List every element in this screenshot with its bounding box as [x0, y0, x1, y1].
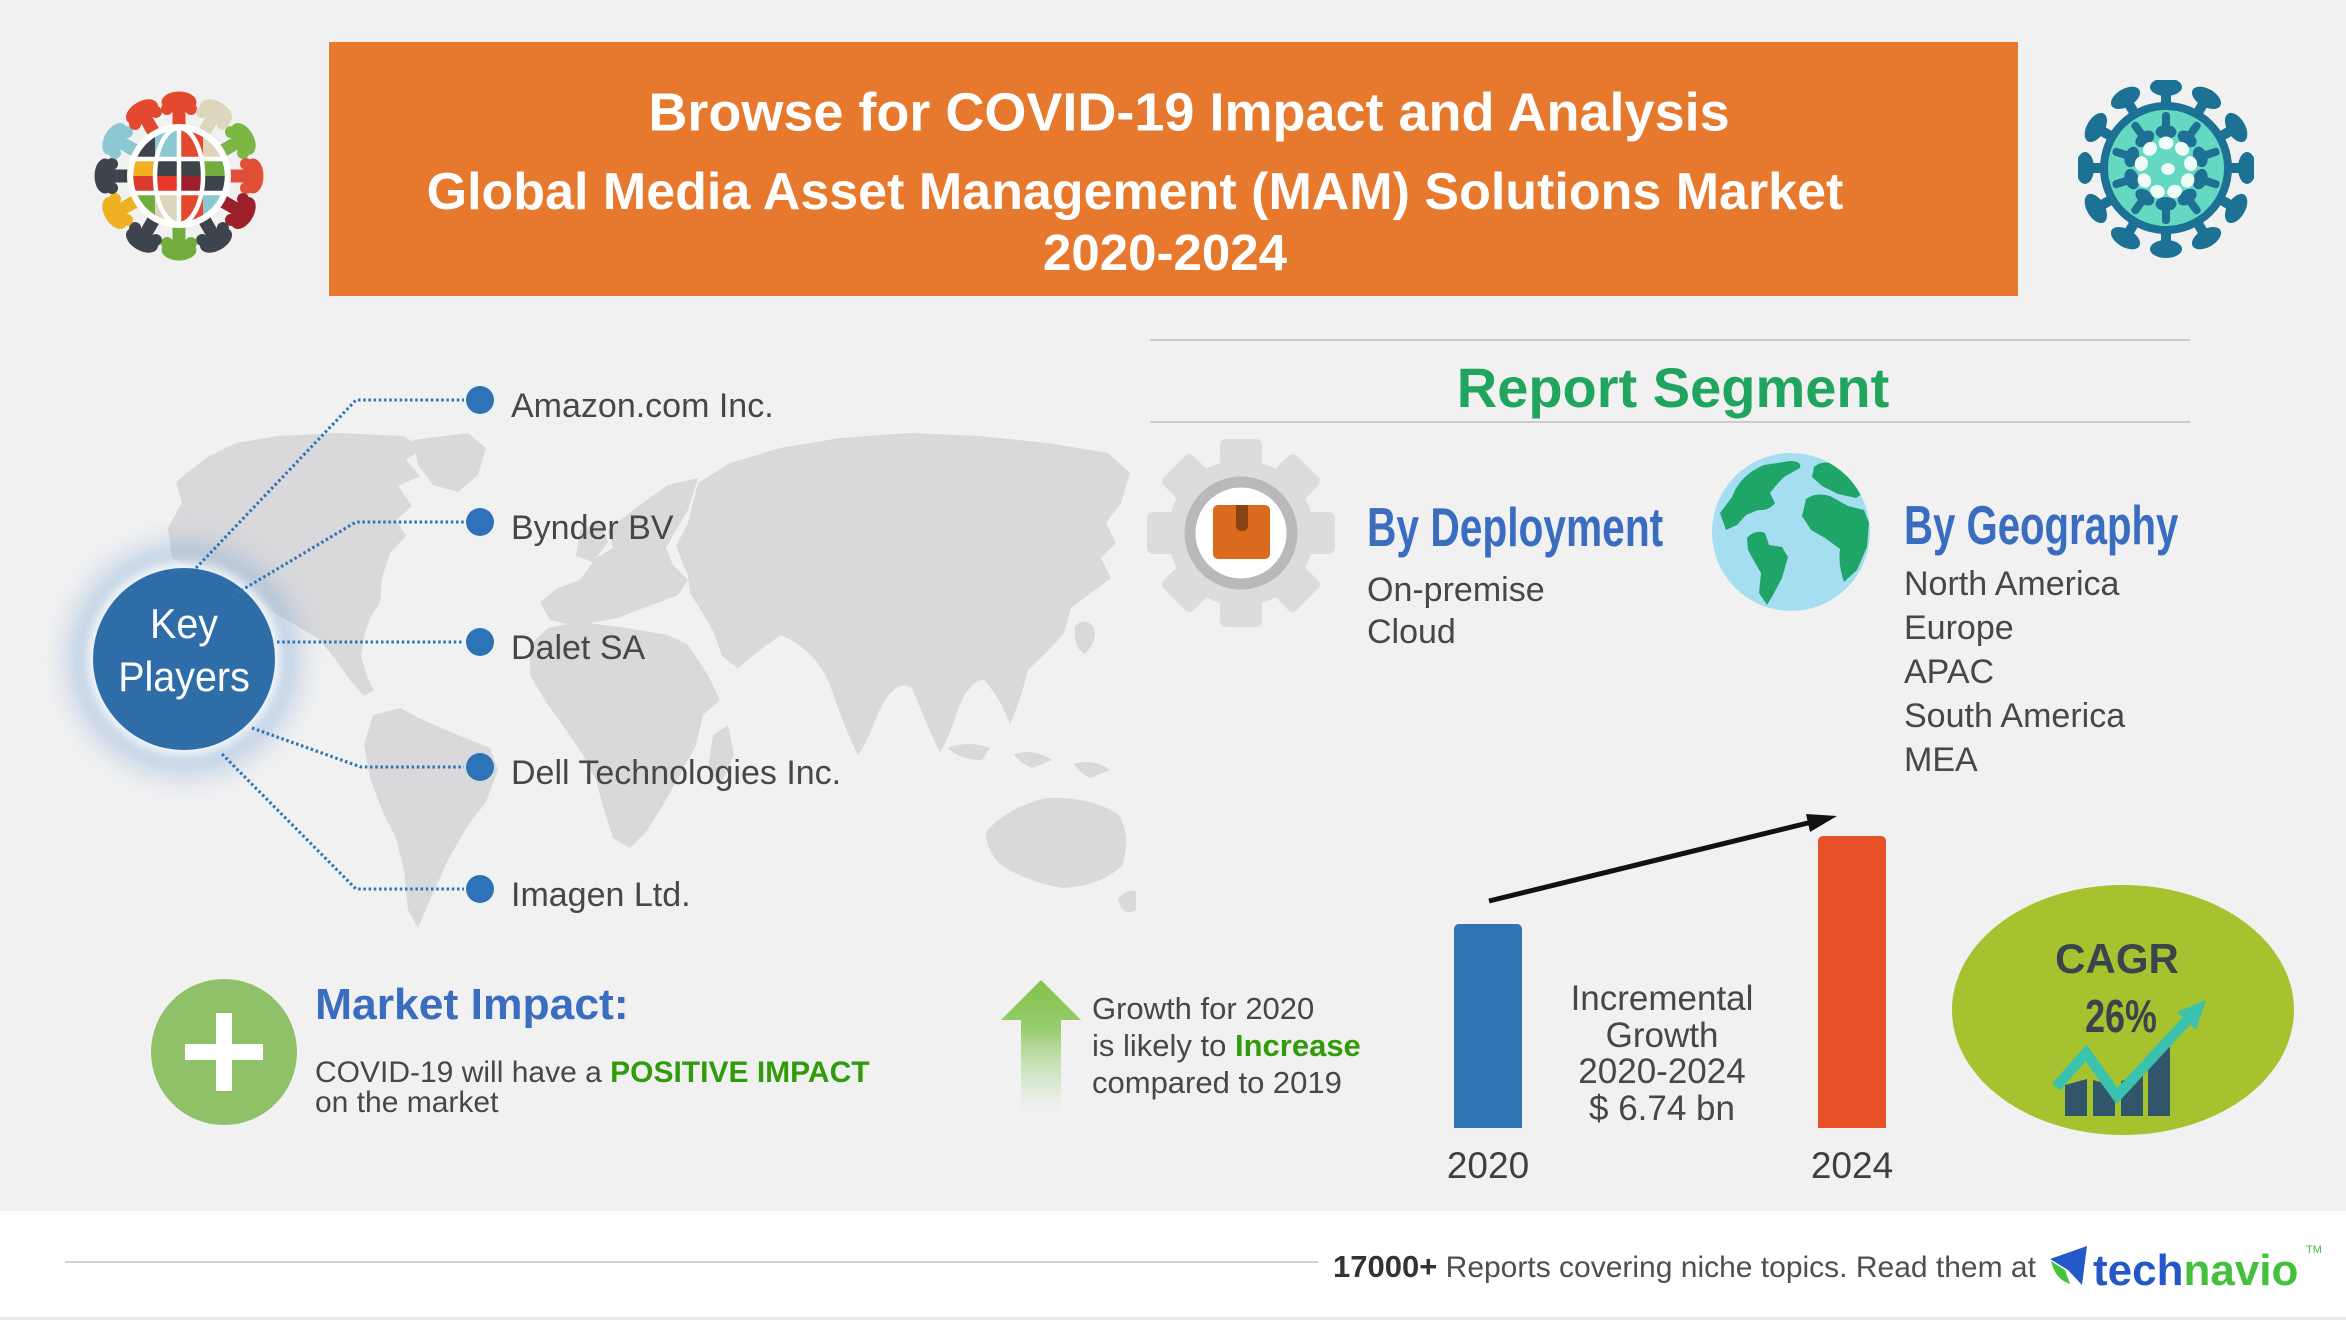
svg-text:MEA: MEA	[1904, 741, 1978, 779]
svg-text:COVID-19 will have a POSITIVE: COVID-19 will have a POSITIVE IMPACT	[315, 1056, 870, 1089]
svg-text:2020-2024: 2020-2024	[1578, 1052, 1745, 1091]
svg-text:$ 6.74 bn: $ 6.74 bn	[1589, 1089, 1735, 1128]
svg-text:is likely to Increase: is likely to Increase	[1092, 1028, 1361, 1063]
svg-text:2020: 2020	[1447, 1145, 1529, 1186]
svg-text:By Geography: By Geography	[1904, 495, 2179, 557]
svg-text:Browse for COVID-19 Impact and: Browse for COVID-19 Impact and Analysis	[648, 83, 1729, 143]
svg-text:2020-2024: 2020-2024	[1043, 224, 1288, 281]
svg-text:Global Media Asset Management: Global Media Asset Management (MAM) Solu…	[427, 163, 1844, 221]
svg-text:Players: Players	[118, 653, 250, 700]
svg-text:South America: South America	[1904, 697, 2125, 735]
svg-text:Growth: Growth	[1606, 1016, 1719, 1055]
svg-text:Report Segment: Report Segment	[1457, 356, 1890, 419]
svg-text:Bynder BV: Bynder BV	[511, 509, 674, 547]
svg-text:technavio: technavio	[2093, 1246, 2298, 1295]
svg-text:Market Impact:: Market Impact:	[315, 980, 629, 1029]
svg-text:North America: North America	[1904, 565, 2119, 603]
svg-text:CAGR: CAGR	[2055, 935, 2179, 982]
svg-text:On-premise: On-premise	[1367, 571, 1545, 609]
svg-text:By Deployment: By Deployment	[1367, 497, 1663, 558]
svg-text:compared to 2019: compared to 2019	[1092, 1065, 1342, 1100]
svg-text:Growth for 2020: Growth for 2020	[1092, 991, 1314, 1026]
svg-text:17000+ Reports covering niche: 17000+ Reports covering niche topics. Re…	[1333, 1249, 2037, 1284]
svg-text:Imagen Ltd.: Imagen Ltd.	[511, 876, 691, 914]
svg-text:2024: 2024	[1811, 1145, 1893, 1186]
svg-text:Dalet SA: Dalet SA	[511, 629, 645, 667]
svg-text:Cloud: Cloud	[1367, 613, 1456, 651]
svg-text:Europe: Europe	[1904, 609, 2014, 647]
svg-text:on the market: on the market	[315, 1086, 499, 1119]
svg-text:Key: Key	[150, 600, 219, 647]
svg-text:Incremental: Incremental	[1571, 979, 1754, 1018]
svg-text:Dell Technologies Inc.: Dell Technologies Inc.	[511, 754, 841, 792]
svg-text:APAC: APAC	[1904, 653, 1994, 691]
svg-text:TM: TM	[2306, 1244, 2322, 1256]
svg-text:Amazon.com Inc.: Amazon.com Inc.	[511, 387, 774, 425]
svg-text:26%: 26%	[2085, 991, 2157, 1042]
